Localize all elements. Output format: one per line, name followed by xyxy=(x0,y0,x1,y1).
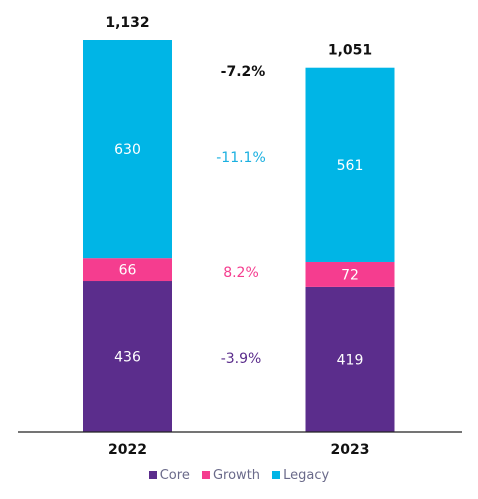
legend: Core Growth Legacy xyxy=(0,468,478,483)
data-label-core-2022: 436 xyxy=(114,350,141,366)
bar-legacy-2023 xyxy=(305,67,395,262)
legend-label-growth: Growth xyxy=(212,468,261,483)
legend-swatch-legacy xyxy=(272,471,281,479)
legend-item-growth: Growth xyxy=(201,468,261,483)
x-tick-label-2023: 2023 xyxy=(331,442,370,458)
legend-item-legacy: Legacy xyxy=(272,468,329,483)
total-label-2022: 1,132 xyxy=(105,15,149,31)
change-label-growth: 8.2% xyxy=(223,265,259,281)
change-label-legacy: -11.1% xyxy=(216,150,266,166)
legend-label-legacy: Legacy xyxy=(283,468,330,483)
data-label-legacy-2023: 561 xyxy=(337,158,364,174)
change-label-total: -7.2% xyxy=(221,64,266,80)
legend-item-core: Core xyxy=(148,468,190,483)
bar-growth-2023 xyxy=(305,261,395,287)
bar-legacy-2022 xyxy=(83,40,172,259)
bar-core-2023 xyxy=(305,286,395,432)
data-label-growth-2022: 66 xyxy=(119,263,137,279)
x-tick-label-2022: 2022 xyxy=(108,442,147,458)
legend-swatch-core xyxy=(148,471,157,479)
legend-label-core: Core xyxy=(159,468,190,483)
bar-core-2022 xyxy=(83,281,172,432)
legend-swatch-growth xyxy=(201,471,210,479)
data-label-legacy-2022: 630 xyxy=(114,142,141,158)
data-label-core-2023: 419 xyxy=(337,352,364,368)
change-label-core: -3.9% xyxy=(221,351,262,367)
data-label-growth-2023: 72 xyxy=(341,267,359,283)
total-label-2023: 1,051 xyxy=(328,43,372,59)
bar-growth-2022 xyxy=(83,258,172,282)
